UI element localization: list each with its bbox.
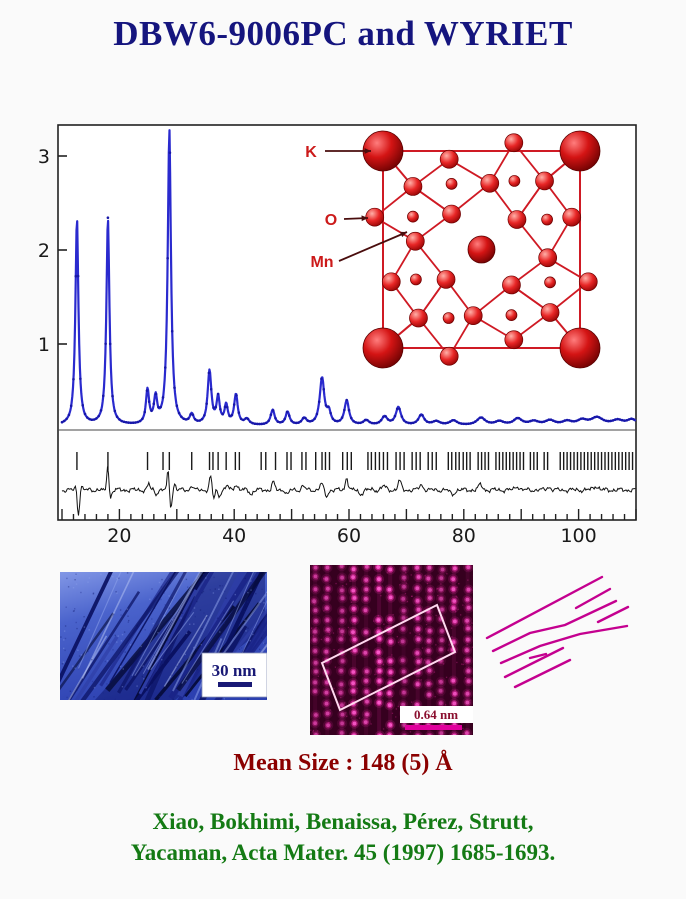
manganese-atom [410, 273, 422, 286]
potassium-tunnel-atom [467, 235, 496, 264]
citation-line-1: Xiao, Bokhimi, Benaissa, Pérez, Strutt, [152, 809, 534, 834]
oxygen-atom [538, 248, 558, 268]
label-pointer-line [338, 231, 408, 262]
x-axis-tick-label: 80 [452, 525, 476, 547]
citation-line-2: Yacaman, Acta Mater. 45 (1997) 1685-1693… [130, 840, 556, 865]
potassium-corner-atom [559, 327, 601, 369]
oxygen-atom [403, 177, 423, 196]
atom-label-mn: Mn [310, 254, 333, 271]
manganese-atom [541, 213, 553, 226]
citation: Xiao, Bokhimi, Benaissa, Pérez, Strutt, … [0, 806, 686, 868]
crystal-structure-inset: K O Mn [305, 130, 601, 369]
xrd-rietveld-plot: 1 2 3 20 40 60 80 100 K O Mn [38, 124, 637, 547]
lattice-plane-line [596, 605, 630, 624]
manganese-atom [445, 178, 458, 190]
oxygen-atom [504, 133, 524, 153]
hrtem-scale-bar [405, 725, 462, 730]
potassium-corner-atom [362, 327, 404, 369]
x-axis-tick-label: 20 [107, 525, 131, 547]
oxygen-atom [439, 346, 459, 366]
arrowhead-icon [400, 231, 407, 238]
oxygen-atom [409, 308, 428, 328]
hrtem-cell-outline [320, 603, 457, 712]
mean-size-text: Mean Size : 148 (5) Å [233, 750, 453, 776]
oxygen-atom [442, 204, 461, 224]
oxygen-atom [562, 207, 582, 227]
hrtem-scale-label: 0.64 nm [414, 707, 458, 722]
oxygen-atom [480, 173, 500, 193]
hrtem-image: 0.64 nm [310, 565, 473, 735]
oxygen-atom [436, 270, 456, 289]
oxygen-atom [502, 275, 521, 295]
atom-label-k: K [305, 144, 317, 161]
manganese-atom [505, 309, 518, 321]
lattice-plane-line [528, 652, 548, 660]
oxygen-atom [365, 207, 385, 227]
lattice-planes-sketch [485, 575, 630, 689]
tem-image: 30 nm [60, 572, 267, 700]
manganese-atom [442, 312, 455, 324]
y-axis-tick-label: 2 [38, 240, 50, 262]
manganese-atom [544, 276, 556, 289]
potassium-corner-atom [559, 130, 601, 172]
x-axis-tick-label: 100 [560, 525, 596, 547]
oxygen-atom [507, 210, 527, 229]
lattice-plane-line [491, 599, 618, 653]
x-axis-tick-label: 40 [222, 525, 246, 547]
tem-scale-label: 30 nm [212, 661, 257, 680]
bragg-tick-marks [76, 452, 634, 470]
oxygen-atom [578, 272, 598, 292]
atom-label-o: O [325, 212, 337, 229]
y-axis-tick-label: 3 [38, 146, 50, 168]
oxygen-atom [535, 171, 554, 191]
manganese-atom [508, 175, 521, 187]
hrtem-scale-box [400, 706, 473, 723]
manganese-atom [407, 210, 419, 223]
y-axis-tick-label: 1 [38, 334, 50, 356]
lattice-plane-line [574, 587, 612, 610]
oxygen-atom [463, 306, 483, 326]
oxygen-atom [540, 303, 560, 322]
page-title: DBW6-9006PC and WYRIET [113, 14, 573, 53]
x-axis-tick-label: 60 [337, 525, 361, 547]
lattice-plane-line [503, 646, 565, 679]
oxygen-atom [504, 330, 524, 350]
arrowhead-icon [364, 148, 371, 154]
oxygen-atom [405, 231, 425, 251]
lattice-plane-line [485, 575, 604, 640]
tem-scale-box [201, 652, 267, 698]
lattice-plane-line [499, 624, 629, 665]
arrowhead-icon [361, 215, 368, 222]
difference-curve [61, 466, 636, 516]
oxygen-atom [381, 272, 401, 292]
oxygen-atom [439, 149, 459, 169]
lattice-plane-line [513, 658, 572, 689]
tem-scale-bar [218, 682, 252, 687]
